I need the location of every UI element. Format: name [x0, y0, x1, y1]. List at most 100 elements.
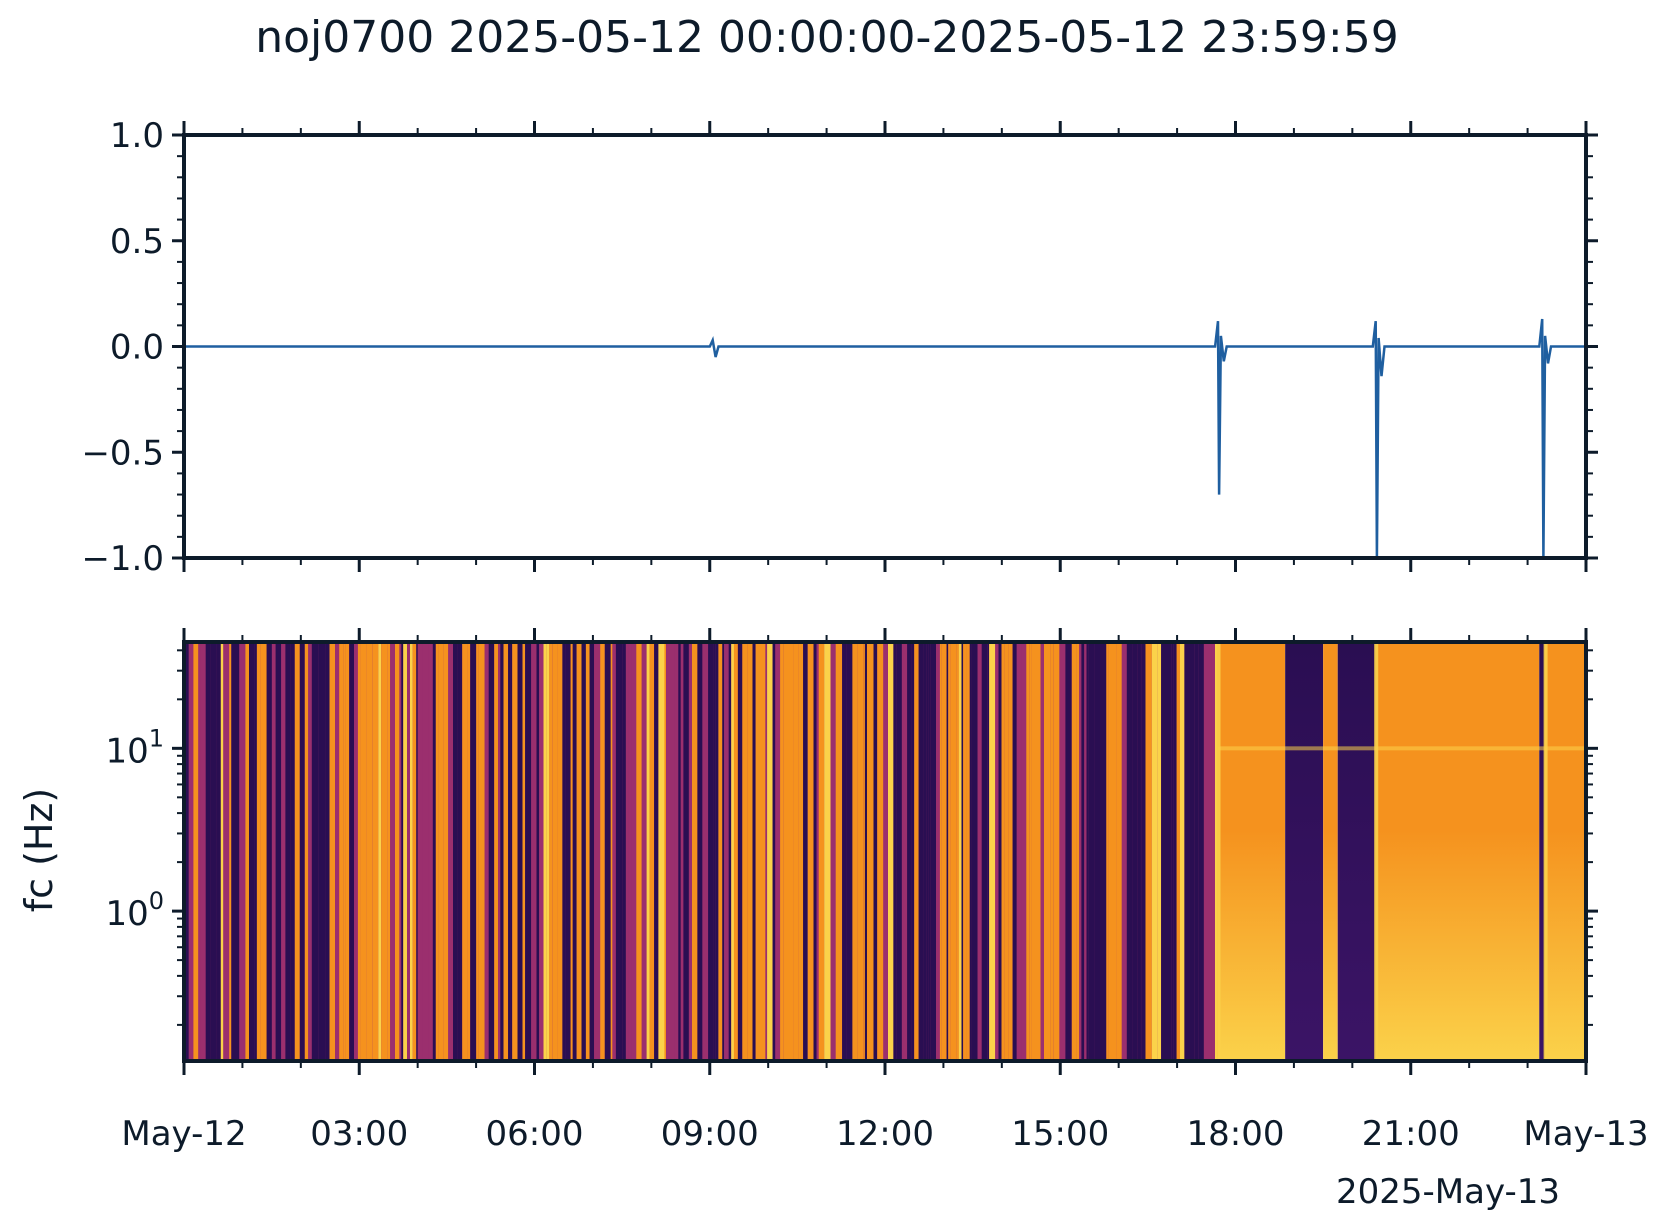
spectrogram-column: [604, 642, 611, 1061]
spectrogram-column: [438, 642, 444, 1061]
spectrogram-column: [1180, 642, 1185, 1061]
spectrogram-column: [846, 642, 853, 1061]
spectrogram-column: [266, 642, 272, 1061]
spectrogram-column: [863, 642, 865, 1061]
spectrogram-column: [923, 642, 927, 1061]
y-tick-base: 10: [105, 731, 148, 771]
spectrogram-band: [1337, 642, 1376, 1061]
spectrogram-column: [961, 642, 964, 1061]
spectrogram-column: [245, 642, 249, 1061]
spectrogram-band: [1375, 642, 1540, 1061]
spectrogram-column: [205, 642, 211, 1061]
spectrogram-column: [658, 642, 665, 1061]
spectrogram-column: [457, 642, 463, 1061]
spectrogram-column: [432, 642, 436, 1061]
spectrogram-column: [857, 642, 864, 1061]
spectrogram-column: [484, 642, 489, 1061]
spectrogram-column: [467, 642, 471, 1061]
spectrogram-column: [200, 642, 206, 1061]
spectrogram-column: [708, 642, 714, 1061]
spectrogram-column: [612, 642, 616, 1061]
spectrogram-column: [654, 642, 659, 1061]
spectrogram-column: [989, 642, 996, 1061]
spectrogram-column: [443, 642, 449, 1061]
spectrogram-band: [1539, 642, 1546, 1061]
spectrogram-column: [918, 642, 924, 1061]
spectrogram-column: [824, 642, 831, 1061]
spectrogram-column: [372, 642, 379, 1061]
spectrogram-column: [813, 642, 817, 1061]
spectrogram-column: [345, 642, 350, 1061]
x-tick-label: 15:00: [1011, 1114, 1109, 1154]
spectrogram-column: [646, 642, 650, 1061]
spectrogram-column: [448, 642, 453, 1061]
spectrogram-column: [184, 642, 189, 1061]
spectrogram-column: [594, 642, 601, 1061]
spectrogram-column: [1081, 642, 1085, 1061]
spectrogram-column: [329, 642, 335, 1061]
spectrogram-column: [1040, 642, 1044, 1061]
spectrogram-column: [581, 642, 586, 1061]
spectrogram-column: [772, 642, 776, 1061]
spectrogram-column: [1026, 642, 1030, 1061]
spectrogram-column: [956, 642, 959, 1061]
spectrogram-column: [930, 642, 936, 1061]
spectrogram-column: [731, 642, 734, 1061]
spectrogram-column: [325, 642, 330, 1061]
spectrogram-column: [539, 642, 544, 1061]
spectrogram-column: [311, 642, 316, 1061]
spectrogram-column: [589, 642, 595, 1061]
spectrogram-column: [198, 642, 201, 1061]
spectrogram-column: [790, 642, 794, 1061]
spectrogram-column: [631, 642, 637, 1061]
spectrogram-column: [517, 642, 523, 1061]
spectrogram-column: [950, 642, 957, 1061]
spectrogram-column: [877, 642, 884, 1061]
spectrogram-column: [323, 642, 326, 1061]
spectrogram-column: [290, 642, 295, 1061]
spectrogram-column: [1111, 642, 1117, 1061]
spectrogram-column: [378, 642, 382, 1061]
y-tick-label: 100: [105, 887, 164, 934]
spectrogram-column: [470, 642, 474, 1061]
waveform-panel: 1.0 0.5 0.0 −0.5 −1.0: [81, 116, 1598, 579]
spectrogram-column: [562, 642, 566, 1061]
spectrogram-column: [318, 642, 323, 1061]
spectrogram-column: [1008, 642, 1013, 1061]
spectrogram-band: [1285, 642, 1324, 1061]
spectrogram-column: [1088, 642, 1095, 1061]
spectrogram-column: [1132, 642, 1138, 1061]
spectrogram-column: [494, 642, 499, 1061]
spectrogram-column: [867, 642, 874, 1061]
spectrogram-column: [299, 642, 305, 1061]
spectrogram-column: [830, 642, 836, 1061]
spectrogram-column: [1079, 642, 1082, 1061]
spectrogram-column: [1141, 642, 1146, 1061]
spectrogram-column: [368, 642, 373, 1061]
spectrogram-column: [669, 642, 675, 1061]
spectrogram-column: [522, 642, 526, 1061]
spectrogram-column: [1076, 642, 1080, 1061]
spectrogram-column: [403, 642, 407, 1061]
spectrogram-column: [888, 642, 894, 1061]
spectrogram-column: [926, 642, 929, 1061]
spectrogram-column: [702, 642, 708, 1061]
spectrogram-column: [412, 642, 417, 1061]
spectrogram-column: [901, 642, 904, 1061]
spectrogram-column: [946, 642, 949, 1061]
spectrogram-column: [765, 642, 768, 1061]
spectrogram-column: [914, 642, 919, 1061]
spectrogram-column: [806, 642, 808, 1061]
y-tick-label: 0.0: [110, 328, 164, 368]
spectrogram-column: [1203, 642, 1207, 1061]
spectrogram-column: [546, 642, 550, 1061]
spectrogram-column: [1207, 642, 1212, 1061]
spectrogram-column: [1202, 642, 1204, 1061]
spectrogram-column: [803, 642, 806, 1061]
y-axis-label: fc (Hz): [17, 788, 61, 913]
spectrogram-column: [649, 642, 655, 1061]
spectrogram-column: [1137, 642, 1142, 1061]
y-tick-base: 10: [105, 894, 148, 934]
spectrogram-column: [1031, 642, 1035, 1061]
spectrogram-column: [1044, 642, 1051, 1061]
